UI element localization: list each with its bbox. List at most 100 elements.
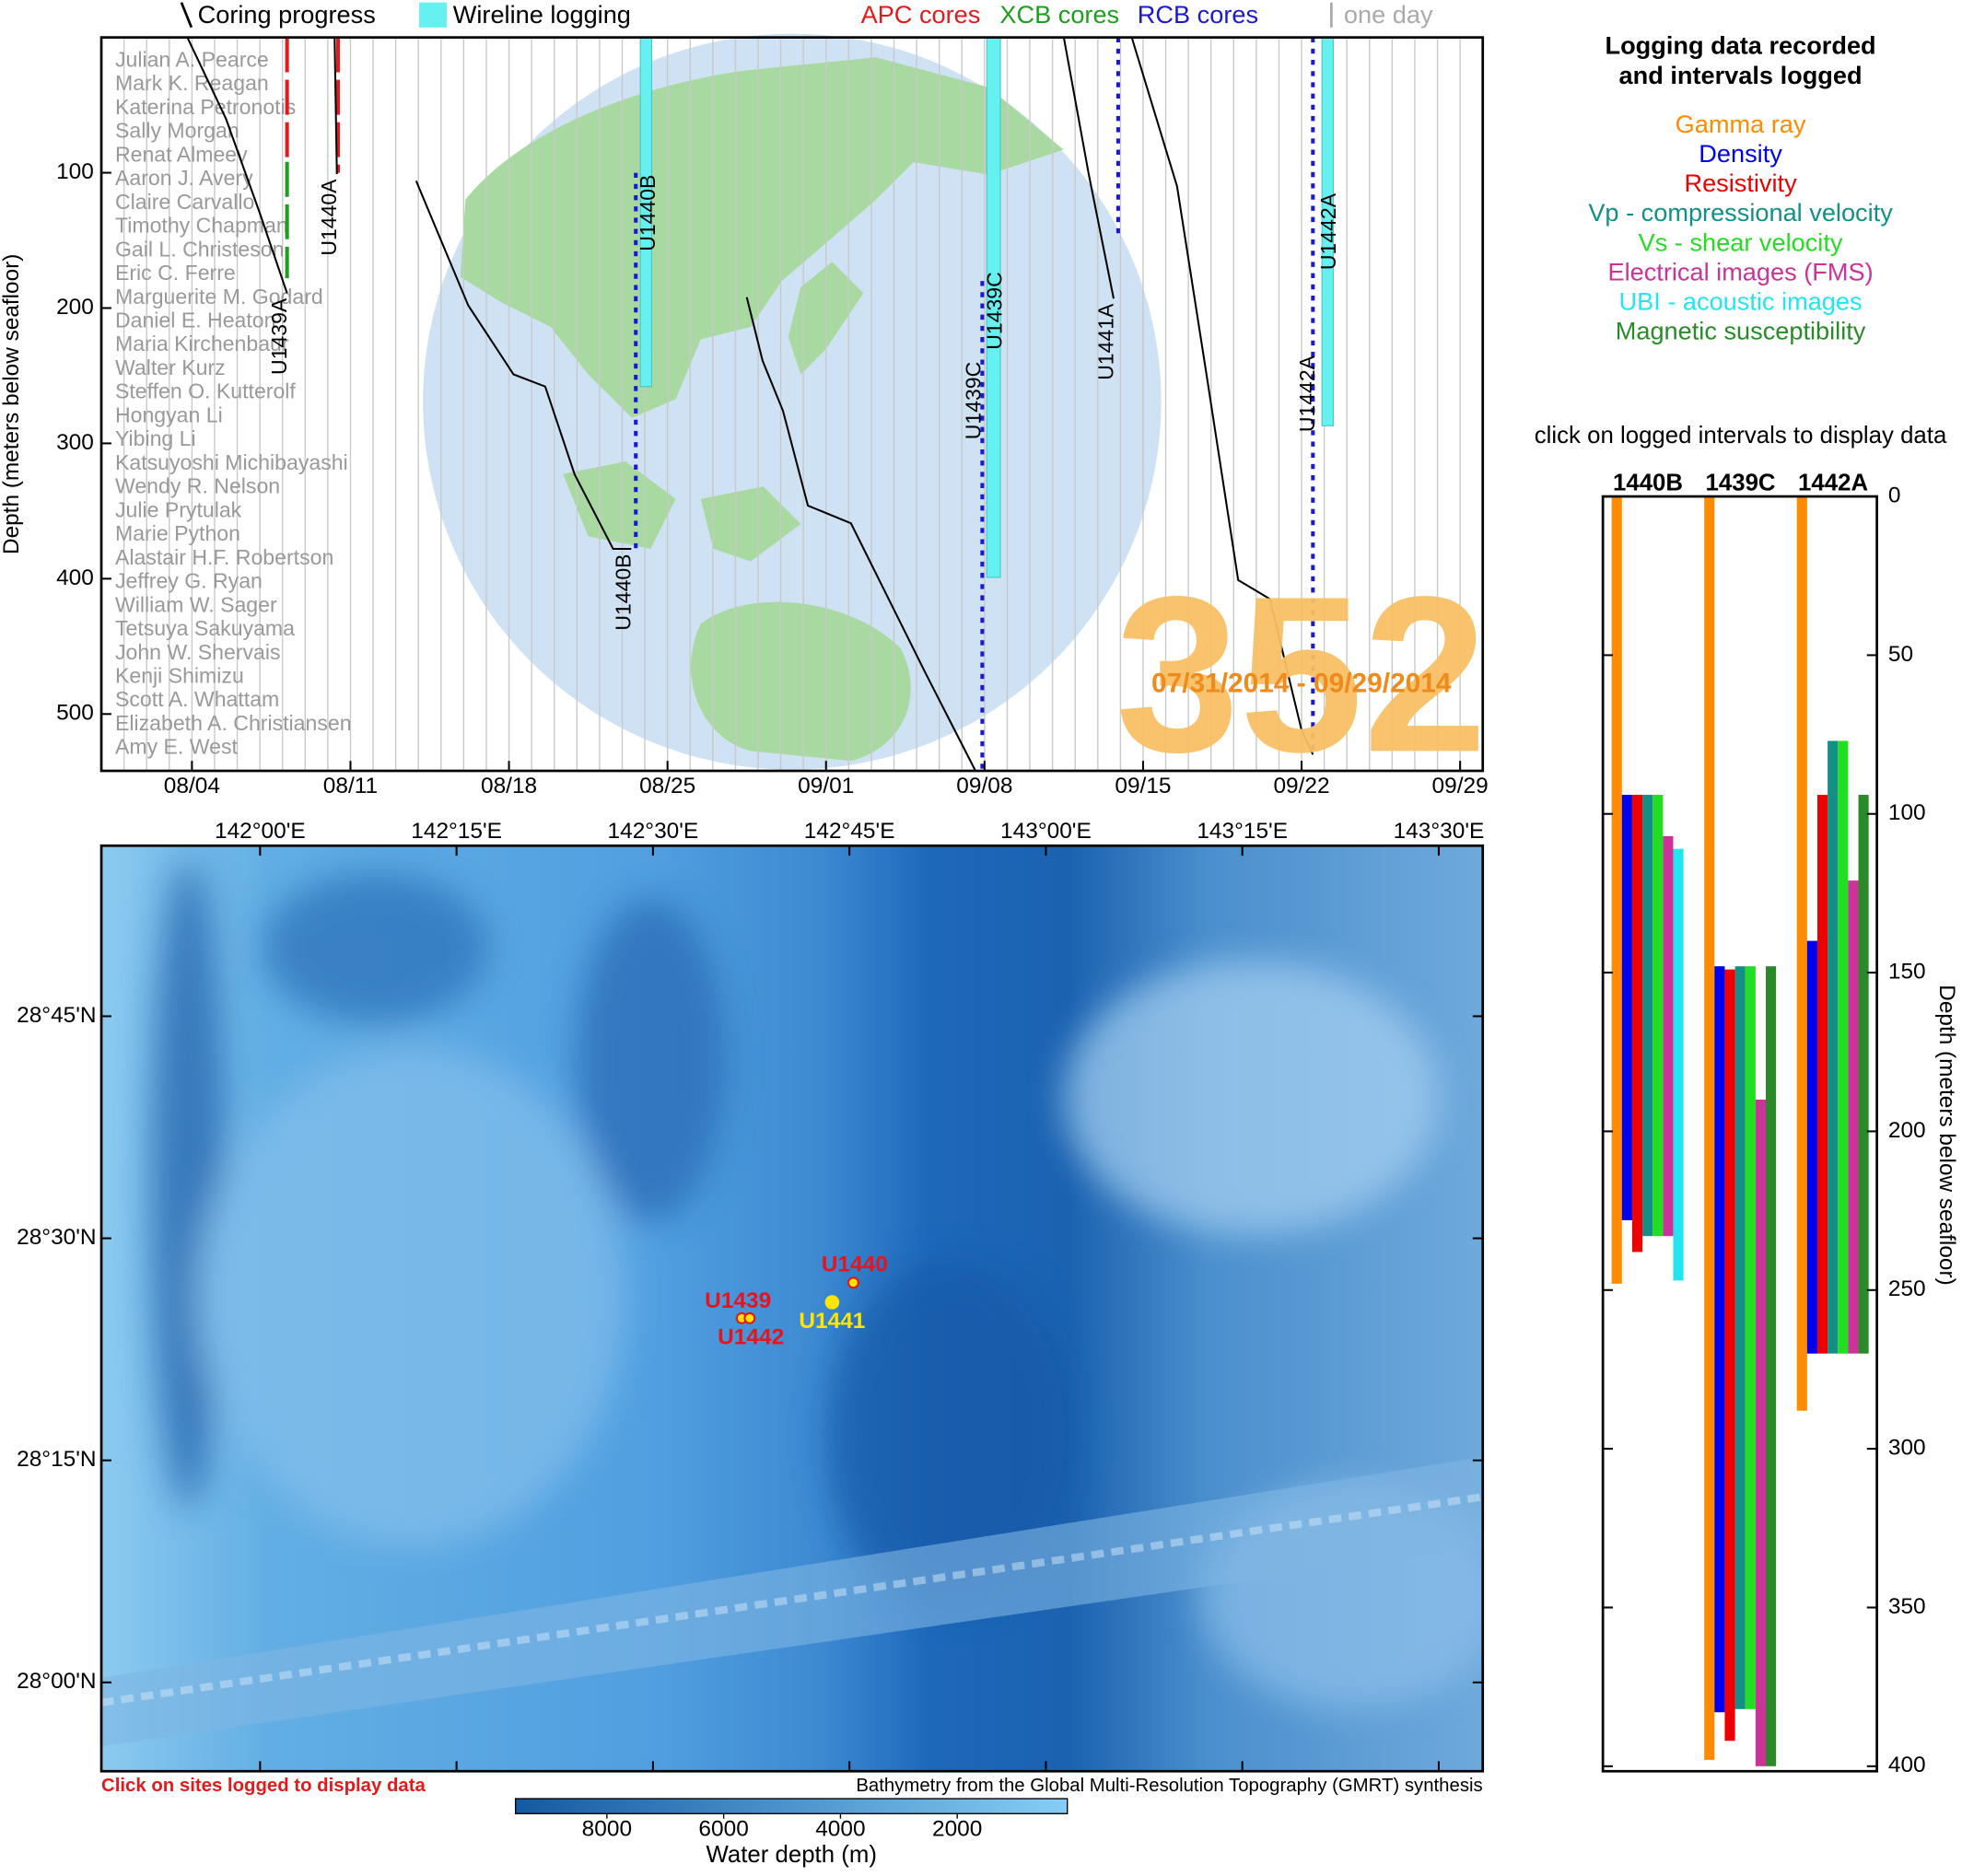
x-tick-label: 142°30'E [608, 819, 699, 844]
site-name[interactable]: U1440 [822, 1252, 888, 1276]
y-tick-label: 150 [1888, 960, 1926, 985]
y-axis-label: Depth (meters below seafloor) [0, 254, 24, 554]
globe [423, 33, 1162, 770]
scientist-name: Elizabeth A. Christiansen [115, 711, 352, 735]
logged-interval[interactable] [1806, 940, 1817, 1354]
scientist-name: William W. Sager [115, 592, 277, 616]
site-name[interactable]: U1439 [705, 1288, 771, 1313]
site-name[interactable]: U1441 [799, 1309, 865, 1334]
scientist-name: Jeffrey G. Ryan [115, 569, 263, 593]
scientist-name: Yibing Li [115, 426, 196, 450]
scientist-name: Katsuyoshi Michibayashi [115, 450, 348, 474]
legend-label: Gamma ray [1676, 110, 1806, 138]
column-label: 1442A [1798, 470, 1868, 495]
y-tick-label: 100 [1888, 800, 1926, 825]
logged-interval[interactable] [1663, 835, 1674, 1237]
site-label: U1442A [1295, 355, 1319, 432]
legend-label: Density [1699, 139, 1782, 168]
site-marker[interactable] [824, 1295, 840, 1310]
site-name[interactable]: U1442 [718, 1325, 784, 1350]
logged-interval[interactable] [1745, 966, 1756, 1709]
site-marker[interactable] [847, 1276, 859, 1289]
logged-interval[interactable] [1714, 966, 1725, 1713]
y-tick-label: 0 [1888, 484, 1901, 508]
scientist-name: Marguerite M. Godard [115, 285, 323, 309]
scientist-name: Sally Morgan [115, 119, 239, 143]
legend-label: Coring progress [198, 0, 376, 29]
colorbar-tick-label: 2000 [932, 1816, 982, 1841]
scientist-name: Hongyan Li [115, 402, 223, 426]
logged-interval[interactable] [1838, 740, 1849, 1354]
site-label: U1441A [1093, 303, 1117, 380]
x-tick-label: 08/18 [481, 774, 537, 798]
expedition-number: 352 [1115, 551, 1487, 799]
y-tick-label: 400 [56, 565, 94, 590]
coring-line [186, 37, 288, 294]
logged-interval[interactable] [1653, 795, 1664, 1237]
wireline-label: U1439C [982, 272, 1006, 349]
scientist-name: Marie Python [115, 521, 240, 545]
map-note: Click on sites logged to display data [101, 1776, 426, 1796]
legend-label: Electrical images (FMS) [1607, 257, 1873, 285]
site-label: U1439A [267, 297, 291, 375]
legend-label: APC cores [861, 0, 981, 29]
logged-interval[interactable] [1816, 795, 1828, 1354]
logged-interval[interactable] [1724, 969, 1735, 1742]
panel-note: click on logged intervals to display dat… [1535, 423, 1947, 449]
x-tick-label: 142°45'E [804, 819, 895, 844]
panel-frame [1601, 495, 1878, 1773]
coring-line [745, 297, 976, 772]
logged-interval[interactable] [1642, 795, 1653, 1237]
site-label: U1440A [317, 179, 341, 256]
scientist-name: Timothy Chapman [115, 214, 288, 238]
y-tick-label: 100 [56, 159, 94, 184]
legend-label: Vs - shear velocity [1639, 227, 1843, 256]
logged-interval[interactable] [1734, 966, 1746, 1709]
logged-interval[interactable] [1621, 795, 1632, 1220]
scientist-name: Claire Carvallo [115, 190, 254, 214]
y-tick-label: 500 [56, 701, 94, 726]
site-label: U1440B [612, 553, 636, 630]
scientist-name: Walter Kurz [115, 355, 226, 379]
legend-label: XCB cores [999, 0, 1119, 29]
scientist-name: Gail L. Christeson [115, 237, 284, 261]
logged-interval[interactable] [1765, 966, 1777, 1766]
scientist-name: Steffen O. Kutterolf [115, 379, 296, 403]
scientist-name: Eric C. Ferre [115, 261, 236, 285]
scientist-name: Julian A. Pearce [115, 47, 269, 71]
scientist-name: Amy E. West [115, 735, 239, 759]
x-tick-label: 09/01 [798, 774, 854, 798]
site-label: U1439C [961, 362, 985, 439]
x-tick-label: 08/11 [323, 774, 378, 798]
y-tick-label: 350 [1888, 1594, 1926, 1619]
colorbar-tick-label: 8000 [582, 1816, 632, 1841]
logged-interval[interactable] [1828, 740, 1839, 1354]
logged-interval[interactable] [1858, 795, 1869, 1354]
legend-label: Resistivity [1684, 169, 1797, 197]
y-tick-label: 28°45'N [17, 1003, 96, 1028]
logged-interval[interactable] [1704, 496, 1715, 1760]
legend-label: RCB cores [1138, 0, 1258, 29]
scientist-name: Katerina Petronotis [115, 95, 296, 119]
logged-interval[interactable] [1611, 496, 1622, 1284]
panel-title: Logging data recorded [1605, 31, 1875, 60]
y-axis-label: Depth (meters below seafloor) [1934, 985, 1959, 1285]
scientist-name: Daniel E. Heaton [115, 309, 276, 332]
scientist-name: Kenji Shimizu [115, 664, 244, 688]
plot-frame [99, 36, 1485, 773]
logged-interval[interactable] [1848, 880, 1859, 1354]
x-tick-label: 143°30'E [1394, 819, 1485, 844]
y-tick-label: 200 [1888, 1118, 1926, 1143]
logged-interval[interactable] [1673, 848, 1684, 1281]
logged-interval[interactable] [1631, 795, 1643, 1253]
x-tick-label: 143°15'E [1197, 819, 1288, 844]
column-label: 1439C [1706, 470, 1776, 495]
scientist-name: Tetsuya Sakuyama [115, 616, 295, 640]
x-tick-label: 09/29 [1432, 774, 1489, 798]
site-marker[interactable] [743, 1311, 756, 1324]
colorbar-label: Water depth (m) [706, 1842, 876, 1868]
logged-interval[interactable] [1796, 496, 1807, 1411]
legend-symbol [180, 2, 193, 29]
logged-interval[interactable] [1755, 1099, 1766, 1766]
